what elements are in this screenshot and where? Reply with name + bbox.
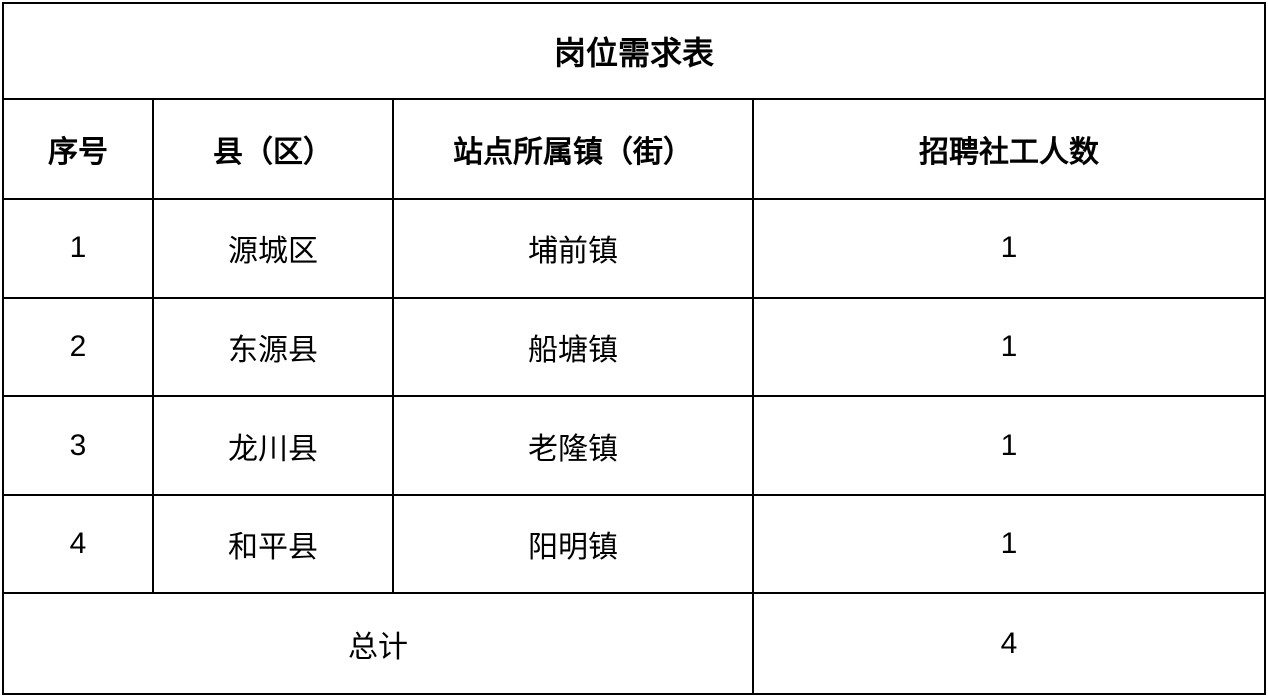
table-row: 4 和平县 阳明镇 1 bbox=[3, 495, 1265, 594]
table-title-row: 岗位需求表 bbox=[3, 3, 1265, 99]
header-index: 序号 bbox=[3, 99, 153, 200]
cell-count: 1 bbox=[753, 495, 1265, 594]
cell-town: 老隆镇 bbox=[393, 396, 753, 495]
table-header-row: 序号 县（区） 站点所属镇（街） 招聘社工人数 bbox=[3, 99, 1265, 200]
cell-district: 东源县 bbox=[153, 298, 393, 397]
cell-index: 4 bbox=[3, 495, 153, 594]
header-town: 站点所属镇（街） bbox=[393, 99, 753, 200]
header-district: 县（区） bbox=[153, 99, 393, 200]
table-row: 2 东源县 船塘镇 1 bbox=[3, 298, 1265, 397]
cell-index: 1 bbox=[3, 199, 153, 298]
cell-district: 和平县 bbox=[153, 495, 393, 594]
cell-index: 2 bbox=[3, 298, 153, 397]
cell-district: 源城区 bbox=[153, 199, 393, 298]
cell-district: 龙川县 bbox=[153, 396, 393, 495]
cell-town: 阳明镇 bbox=[393, 495, 753, 594]
total-value: 4 bbox=[753, 593, 1265, 694]
total-label: 总计 bbox=[3, 593, 753, 694]
cell-town: 船塘镇 bbox=[393, 298, 753, 397]
cell-index: 3 bbox=[3, 396, 153, 495]
cell-town: 埔前镇 bbox=[393, 199, 753, 298]
job-demand-table: 岗位需求表 序号 县（区） 站点所属镇（街） 招聘社工人数 1 源城区 埔前镇 … bbox=[2, 2, 1266, 695]
table-total-row: 总计 4 bbox=[3, 593, 1265, 694]
table-row: 1 源城区 埔前镇 1 bbox=[3, 199, 1265, 298]
cell-count: 1 bbox=[753, 298, 1265, 397]
cell-count: 1 bbox=[753, 396, 1265, 495]
table-title: 岗位需求表 bbox=[3, 3, 1265, 99]
header-count: 招聘社工人数 bbox=[753, 99, 1265, 200]
cell-count: 1 bbox=[753, 199, 1265, 298]
table-row: 3 龙川县 老隆镇 1 bbox=[3, 396, 1265, 495]
